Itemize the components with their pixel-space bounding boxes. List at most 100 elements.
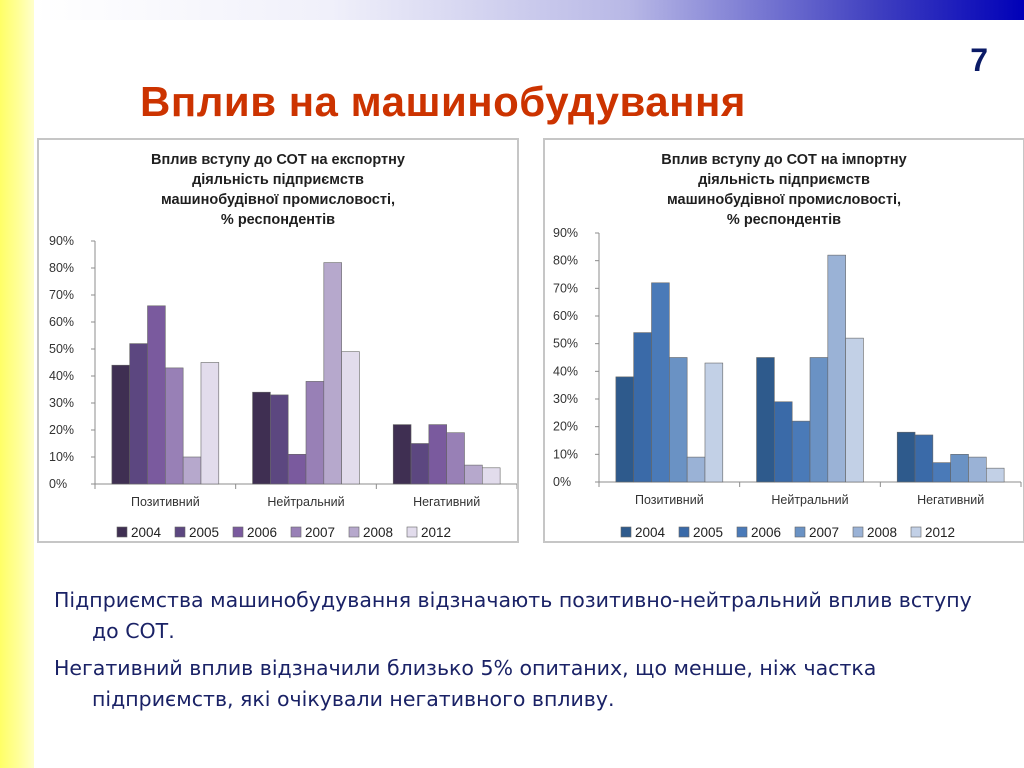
legend-swatch	[794, 526, 806, 538]
bar-2012-2	[482, 467, 501, 485]
import-chart-svg: 0% 10% 20% 30% 40% 50% 60% 70% 80% 90% Позитивний Н…	[553, 226, 1022, 540]
legend-swatch	[174, 526, 186, 538]
bar-2008-0	[686, 456, 706, 483]
legend-swatch	[290, 526, 302, 538]
bar-2012-1	[341, 351, 360, 485]
x-category-label: Негативний	[917, 493, 984, 507]
y-tick-label: 0%	[49, 477, 67, 491]
y-tick-label: 70%	[553, 281, 578, 295]
import-chart-title: Вплив вступу до СОТ на імпортну діяльніс…	[585, 150, 983, 230]
legend-label: 2008	[867, 525, 897, 540]
y-tick-label: 90%	[49, 234, 74, 248]
bar-2008-1	[323, 262, 342, 485]
legend-label: 2004	[131, 525, 162, 540]
y-tick-label: 10%	[553, 447, 578, 461]
y-tick-label: 70%	[49, 288, 74, 302]
import-chart-title-line: діяльність підприємств	[698, 172, 870, 188]
bar-2004-0	[111, 364, 130, 485]
legend-label: 2005	[693, 525, 723, 540]
bar-2004-2	[896, 431, 916, 483]
bar-2007-1	[809, 357, 829, 483]
y-tick-label: 90%	[553, 226, 578, 240]
y-tick-label: 80%	[553, 254, 578, 268]
body-paragraph: Негативний вплив відзначили близько 5% о…	[54, 656, 877, 711]
bar-2004-1	[252, 391, 271, 485]
y-tick-label: 40%	[49, 369, 74, 383]
bar-2004-1	[756, 357, 775, 483]
legend-swatch	[620, 526, 632, 538]
bar-2005-0	[633, 332, 652, 483]
bar-2008-2	[464, 464, 483, 485]
bar-2007-2	[950, 454, 969, 483]
left-accent-bar	[0, 0, 34, 768]
bar-2012-0	[200, 362, 220, 485]
legend-swatch	[406, 526, 418, 538]
bar-2006-1	[287, 453, 307, 485]
legend-swatch	[232, 526, 244, 538]
legend-label: 2007	[809, 525, 839, 540]
legend-label: 2006	[247, 525, 277, 540]
legend-swatch	[348, 526, 360, 538]
legend-swatch	[852, 526, 864, 538]
export-chart-title-line: машинобудівної промисловості,	[160, 192, 396, 208]
y-tick-label: 50%	[49, 342, 74, 356]
y-tick-label: 30%	[553, 392, 578, 406]
export-chart-title-line: Вплив вступу до СОТ на експортну	[151, 152, 405, 168]
legend-label: 2005	[189, 525, 219, 540]
slide-number: 7	[970, 42, 988, 78]
legend-swatch	[736, 526, 748, 538]
y-tick-label: 50%	[553, 337, 578, 351]
y-tick-label: 20%	[553, 420, 578, 434]
legend-swatch	[678, 526, 690, 538]
bar-2012-0	[704, 362, 724, 483]
bar-2005-2	[410, 443, 430, 485]
bar-2005-1	[270, 394, 289, 485]
x-category-label: Негативний	[413, 495, 480, 509]
y-tick-label: 20%	[49, 423, 74, 437]
bar-2006-2	[428, 424, 447, 485]
export-chart-panel: Вплив вступу до СОТ на експортну діяльні…	[37, 138, 519, 543]
x-category-label: Позитивний	[131, 495, 200, 509]
bar-2008-0	[182, 456, 202, 485]
bar-2005-0	[129, 343, 148, 485]
y-tick-label: 80%	[49, 261, 74, 275]
bar-2012-1	[845, 337, 864, 483]
x-category-label: Нейтральний	[771, 493, 848, 507]
bar-2007-0	[669, 357, 688, 483]
bar-2008-1	[827, 254, 846, 483]
bar-2006-0	[147, 305, 166, 485]
y-tick-label: 60%	[49, 315, 74, 329]
import-chart-title-line: % респондентів	[726, 212, 842, 228]
legend-label: 2004	[635, 525, 666, 540]
export-chart-title-line: % респондентів	[220, 212, 336, 228]
bar-2012-2	[986, 467, 1005, 483]
y-tick-label: 0%	[553, 475, 571, 489]
legend-label: 2012	[421, 525, 451, 540]
legend-swatch	[910, 526, 922, 538]
legend-label: 2012	[925, 525, 955, 540]
import-chart-title-line: машинобудівної промисловості,	[666, 192, 902, 208]
import-chart-title-line: Вплив вступу до СОТ на імпортну	[661, 152, 907, 168]
import-chart-panel: Вплив вступу до СОТ на імпортну діяльніс…	[543, 138, 1024, 543]
slide-title: Вплив на машинобудування	[140, 78, 746, 125]
bar-2006-2	[932, 462, 951, 483]
x-category-label: Нейтральний	[267, 495, 344, 509]
bar-2007-2	[446, 432, 465, 485]
bar-2007-1	[305, 381, 325, 485]
body-text: Підприємства машинобудування відзначають…	[54, 585, 1004, 721]
legend-swatch	[116, 526, 128, 538]
legend-label: 2008	[363, 525, 393, 540]
y-tick-label: 30%	[49, 396, 74, 410]
legend-label: 2007	[305, 525, 335, 540]
export-chart-svg: 0% 10% 20% 30% 40% 50% 60% 70% 80% 90% Позитивний Н…	[49, 234, 517, 540]
y-tick-label: 60%	[553, 309, 578, 323]
bar-2005-1	[774, 401, 793, 483]
bar-2008-2	[968, 456, 987, 483]
bar-2004-2	[392, 424, 412, 485]
top-gradient-bar	[34, 0, 1024, 20]
legend-label: 2006	[751, 525, 781, 540]
bar-2004-0	[615, 376, 634, 483]
bar-2006-1	[791, 420, 811, 483]
export-chart-title: Вплив вступу до СОТ на експортну діяльні…	[79, 150, 477, 230]
y-tick-label: 40%	[553, 364, 578, 378]
